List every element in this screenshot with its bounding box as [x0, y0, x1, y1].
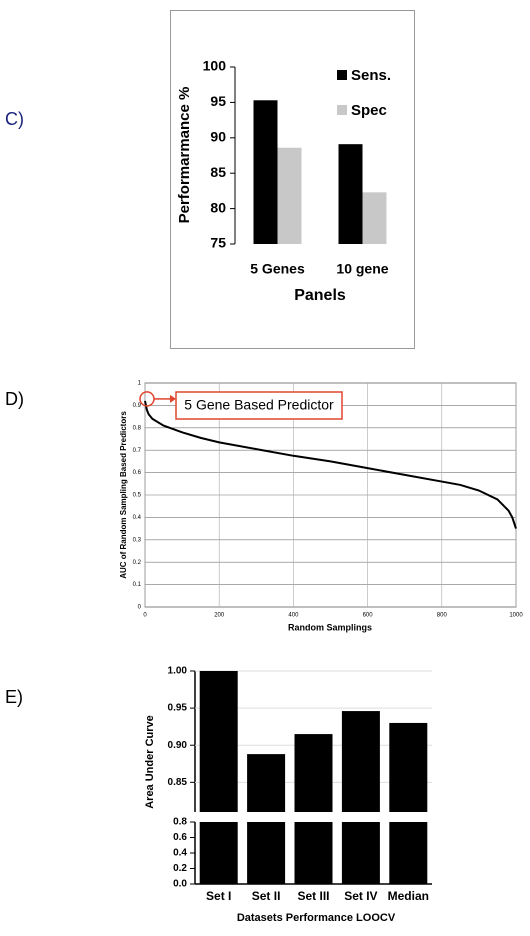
bar: [389, 722, 428, 812]
x-tick-label: 200: [214, 613, 225, 619]
legend-swatch: [337, 105, 347, 115]
x-tick-label: 5 Genes: [250, 261, 305, 277]
bar: [341, 711, 380, 812]
x-tick-label: 1000: [509, 613, 523, 619]
annotation: 5 Gene Based Predictor: [184, 397, 334, 413]
y-tick-label: 0.5: [133, 493, 142, 499]
y-tick-label: 0.4: [173, 848, 187, 859]
bar-lower: [199, 822, 238, 884]
y-tick-label: 0.6: [173, 832, 187, 843]
x-tick-label: 0: [143, 613, 147, 619]
y-tick-label: 0.3: [133, 537, 142, 543]
bar: [277, 147, 302, 244]
y-tick-label: 95: [210, 93, 226, 109]
y-tick-label: 85: [210, 164, 226, 180]
x-tick-label: Set III: [297, 889, 329, 903]
x-tick-label: Set I: [206, 889, 231, 903]
bar-lower: [389, 822, 428, 884]
y-tick-label: 0.7: [133, 448, 142, 454]
bar-lower: [294, 822, 333, 884]
y-tick-label: 1.00: [168, 666, 188, 677]
x-axis-label: Random Samplings: [288, 622, 372, 632]
y-tick-label: 0.8: [133, 425, 142, 431]
y-tick-label: 1: [138, 381, 142, 387]
y-tick-label: 0.6: [133, 470, 142, 476]
bar: [253, 100, 278, 244]
y-tick-label: 90: [210, 129, 226, 145]
annotation-arrowhead: [170, 394, 176, 403]
y-tick-label: 0.95: [168, 703, 188, 714]
x-axis-label: Panels: [294, 287, 346, 304]
y-tick-label: 80: [210, 199, 226, 215]
legend-label: Sens.: [351, 67, 391, 84]
x-tick-label: 10 gene: [336, 261, 388, 277]
y-tick-label: 0.2: [173, 863, 187, 874]
bar-lower: [341, 822, 380, 884]
y-tick-label: 75: [210, 235, 226, 251]
y-tick-label: 0.4: [133, 515, 142, 521]
y-tick-label: 0.2: [133, 560, 142, 566]
y-axis-label: Area Under Curve: [144, 715, 156, 809]
y-tick-label: 0.90: [168, 740, 188, 751]
annotation-box: [175, 391, 343, 420]
bar: [338, 144, 363, 244]
bar: [294, 734, 333, 812]
x-tick-label: 800: [437, 613, 448, 619]
x-tick-label: 400: [288, 613, 299, 619]
x-tick-label: 600: [363, 613, 374, 619]
y-tick-label: 0: [138, 605, 142, 611]
x-axis-label: Datasets Performance LOOCV: [237, 912, 396, 924]
legend-label: Spec: [351, 102, 387, 119]
line: [144, 400, 517, 529]
x-tick-label: Set IV: [344, 889, 377, 903]
y-tick-label: 0.0: [173, 879, 187, 890]
y-tick-label: 0.8: [173, 817, 187, 828]
y-tick-label: 0.9: [133, 403, 142, 409]
panel-label: C): [5, 109, 24, 129]
x-tick-label: Median: [388, 889, 429, 903]
panel-c-frame: [170, 10, 415, 349]
bar: [199, 671, 238, 812]
y-tick-label: 100: [203, 58, 227, 74]
x-tick-label: Set II: [252, 889, 281, 903]
y-tick-label: 0.1: [133, 582, 142, 588]
panel-label: D): [5, 389, 24, 409]
bar: [362, 192, 387, 244]
y-axis-label: AUC of Random Sampling Based Predictors: [119, 411, 128, 579]
panel-label: E): [5, 687, 23, 707]
bar: [247, 754, 286, 812]
y-axis-label: Performarmance %: [176, 87, 193, 224]
bar-lower: [247, 822, 286, 884]
legend-swatch: [337, 70, 347, 80]
y-tick-label: 0.85: [168, 777, 188, 788]
